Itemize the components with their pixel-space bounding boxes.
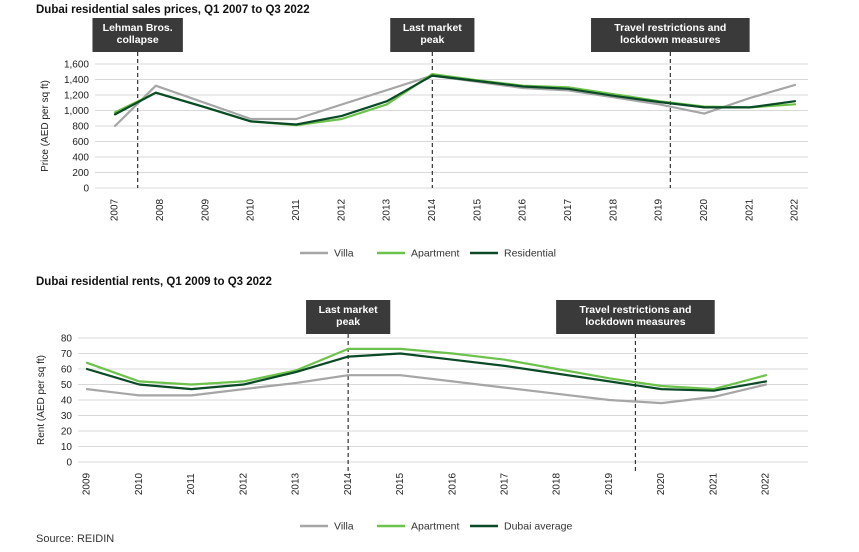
legend-label-dubai-average: Dubai average: [504, 521, 572, 533]
legend-label-apartment: Apartment: [411, 521, 460, 533]
series-line-apartment: [85, 347, 768, 391]
x-tick-label: 2009: [200, 198, 211, 221]
rents-chart-title: Dubai residential rents, Q1 2009 to Q3 2…: [36, 276, 272, 288]
x-tick-label: 2010: [246, 198, 257, 221]
x-tick-label: 2012: [238, 472, 249, 495]
x-tick-label: 2013: [382, 198, 393, 221]
y-tick-label: 70: [61, 349, 73, 360]
y-tick-label: 80: [61, 334, 73, 345]
series-line-dubai-average: [85, 352, 768, 392]
x-tick-label: 2020: [699, 198, 710, 221]
sales-chart-title: Dubai residential sales prices, Q1 2007 …: [36, 4, 310, 16]
x-tick-label: 2021: [708, 472, 719, 495]
x-tick-label: 2016: [518, 198, 529, 221]
y-tick-label: 1,000: [64, 106, 89, 117]
y-tick-label: 600: [72, 137, 89, 148]
y-tick-label: 20: [61, 427, 73, 438]
x-tick-label: 2022: [790, 198, 801, 221]
annotation-label: peak: [336, 316, 360, 328]
annotation-label: Travel restrictions and: [579, 304, 691, 316]
annotation-label: Lehman Bros.: [103, 22, 173, 34]
x-tick-label: 2019: [654, 198, 665, 221]
y-tick-label: 50: [61, 380, 73, 391]
y-axis-label: Price (AED per sq ft): [40, 80, 51, 172]
annotation-label: peak: [420, 34, 444, 46]
series-line-residential: [113, 74, 797, 126]
sales-price-chart: 0 200 400 600 800 1,000 1,200 1,400 1,600 2007 200…: [40, 18, 808, 260]
x-tick-label: 2013: [291, 472, 302, 495]
y-tick-label: 0: [66, 458, 72, 469]
legend-label-residential: Residential: [504, 248, 556, 260]
x-tick-label: 2010: [134, 472, 145, 495]
y-tick-label: 1,600: [64, 60, 89, 71]
series-line-apartment: [113, 72, 797, 127]
x-tick-label: 2007: [110, 198, 121, 221]
x-tick-label: 2011: [186, 473, 197, 495]
series-line-villa: [113, 74, 797, 128]
annotation-box: [306, 300, 391, 334]
y-tick-label: 400: [72, 153, 89, 164]
x-tick-label: 2017: [499, 472, 510, 495]
annotation-box: [556, 300, 715, 334]
annotation-label: Last market: [319, 304, 378, 316]
x-tick-label: 2016: [447, 472, 458, 495]
x-tick-label: 2015: [472, 198, 483, 221]
annotation-label: Last market: [403, 22, 462, 34]
y-axis-label: Rent (AED per sq ft): [36, 355, 47, 445]
x-tick-label: 2011: [291, 199, 302, 221]
y-tick-label: 0: [83, 184, 89, 195]
y-tick-label: 200: [72, 168, 89, 179]
x-tick-label: 2020: [656, 472, 667, 495]
legend-label-villa: Villa: [334, 521, 354, 533]
y-tick-label: 1,200: [64, 91, 89, 102]
annotation-box: [92, 18, 183, 52]
x-tick-label: 2018: [608, 198, 619, 221]
x-tick-label: 2014: [343, 472, 354, 495]
annotation-label: lockdown measures: [620, 34, 721, 46]
x-tick-label: 2009: [82, 472, 93, 495]
x-tick-label: 2018: [552, 472, 563, 495]
x-tick-label: 2017: [563, 198, 574, 221]
x-tick-label: 2012: [336, 198, 347, 221]
x-tick-label: 2019: [604, 472, 615, 495]
x-tick-label: 2015: [395, 472, 406, 495]
x-tick-label: 2022: [761, 472, 772, 495]
annotation-label: Travel restrictions and: [614, 22, 726, 34]
legend-label-villa: Villa: [334, 248, 354, 260]
annotation-box: [591, 18, 750, 52]
annotation-box: [390, 18, 475, 52]
y-tick-label: 1,400: [64, 75, 89, 86]
series-line-villa: [85, 374, 768, 405]
annotation-label: collapse: [117, 34, 159, 46]
source-note: Source: REIDIN: [36, 533, 115, 545]
y-tick-label: 30: [61, 411, 73, 422]
y-tick-label: 40: [61, 396, 73, 407]
legend-label-apartment: Apartment: [411, 248, 460, 260]
y-tick-label: 60: [61, 365, 73, 376]
x-tick-label: 2008: [155, 198, 166, 221]
x-tick-label: 2014: [427, 198, 438, 221]
rents-chart: 0 10 20 30 40 50 60 70 80 2009 2010 2011 2012 2013 201…: [36, 300, 808, 533]
x-tick-label: 2021: [744, 198, 755, 221]
annotation-label: lockdown measures: [585, 316, 686, 328]
y-tick-label: 10: [61, 442, 73, 453]
y-tick-label: 800: [72, 122, 89, 133]
